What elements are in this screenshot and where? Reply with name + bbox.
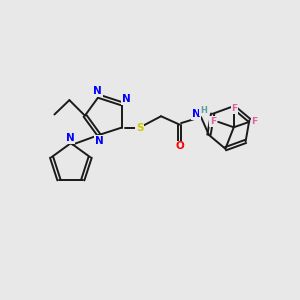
Text: N: N <box>94 136 103 146</box>
Text: N: N <box>93 86 102 96</box>
Text: F: F <box>251 117 257 126</box>
Text: O: O <box>175 141 184 152</box>
Text: F: F <box>231 104 237 113</box>
Text: F: F <box>210 117 216 126</box>
Text: N: N <box>192 109 200 119</box>
Text: S: S <box>136 123 143 133</box>
Text: N: N <box>122 94 130 104</box>
Text: H: H <box>200 106 207 115</box>
Text: N: N <box>66 133 75 143</box>
